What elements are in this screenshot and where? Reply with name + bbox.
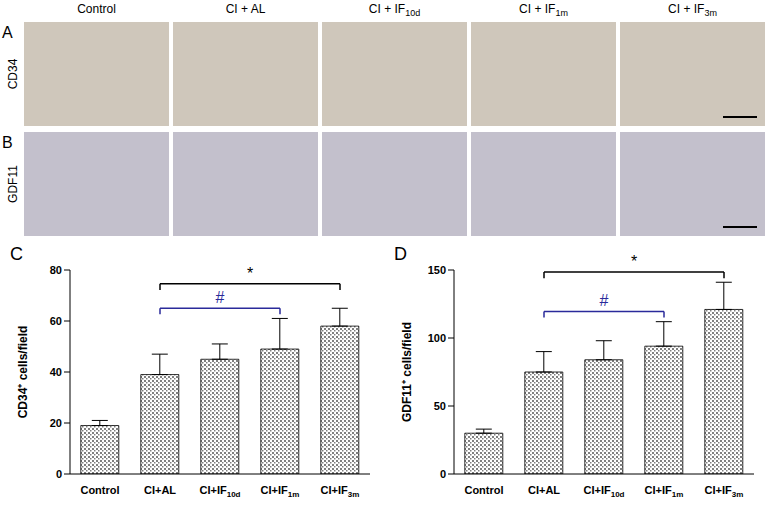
- svg-text:CI+AL: CI+AL: [528, 484, 560, 496]
- svg-text:CI+IF10d: CI+IF10d: [200, 484, 241, 499]
- html-text:B: B: [2, 134, 13, 151]
- html-text:A: A: [2, 24, 13, 41]
- html-text:CI + IF3m: CI + IF3m: [668, 2, 717, 19]
- svg-text:100: 100: [428, 332, 446, 344]
- svg-text:#: #: [216, 289, 225, 306]
- svg-text:CI+IF3m: CI+IF3m: [705, 484, 744, 499]
- svg-text:0: 0: [440, 468, 446, 480]
- svg-text:20: 20: [50, 417, 62, 429]
- html-text:CD34: CD34: [6, 58, 20, 90]
- svg-text:*: *: [247, 265, 253, 282]
- html-text:CI + AL: CI + AL: [225, 2, 266, 16]
- html-text:CI + IF10d: CI + IF10d: [368, 2, 421, 19]
- svg-text:CI+IF1m: CI+IF1m: [261, 484, 300, 499]
- svg-text:CI+IF10d: CI+IF10d: [584, 484, 625, 499]
- html-text:Control: Control: [77, 2, 116, 16]
- svg-text:Control: Control: [80, 484, 119, 496]
- svg-text:0: 0: [56, 468, 62, 480]
- html-text:C: C: [10, 244, 23, 264]
- svg-text:*: *: [631, 253, 637, 270]
- svg-text:40: 40: [50, 366, 62, 378]
- svg-text:80: 80: [50, 264, 62, 276]
- html-text:GDF11: GDF11: [6, 165, 20, 203]
- svg-text:60: 60: [50, 315, 62, 327]
- svg-text:#: #: [600, 292, 609, 309]
- svg-text:Control: Control: [464, 484, 503, 496]
- svg-text:CI+AL: CI+AL: [144, 484, 176, 496]
- html-text:D: D: [394, 244, 407, 264]
- svg-text:CD34⁺ cells/field: CD34⁺ cells/field: [16, 326, 30, 419]
- html-text:CI + IF1m: CI + IF1m: [519, 2, 568, 19]
- svg-text:50: 50: [434, 400, 446, 412]
- svg-text:CI+IF3m: CI+IF3m: [321, 484, 360, 499]
- svg-text:CI+IF1m: CI+IF1m: [645, 484, 684, 499]
- svg-text:150: 150: [428, 264, 446, 276]
- svg-text:GDF11⁺ cells/field: GDF11⁺ cells/field: [400, 322, 414, 422]
